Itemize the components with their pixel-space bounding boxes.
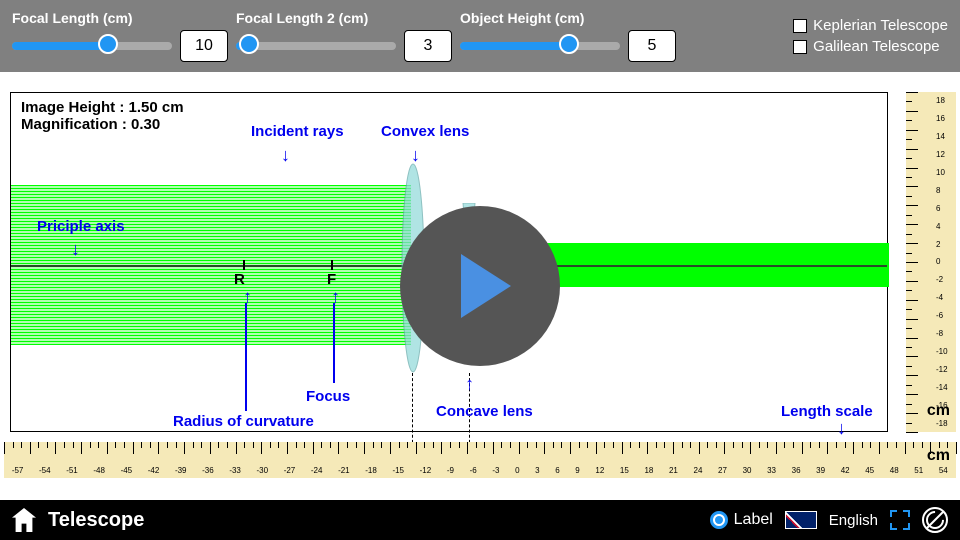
focal-length-2-value[interactable]: 3 bbox=[404, 30, 452, 62]
focal-length-label: Focal Length (cm) bbox=[12, 10, 228, 26]
image-height-text: Image Height : 1.50 cm bbox=[21, 99, 184, 116]
galilean-row[interactable]: ✔ Galilean Telescope bbox=[793, 38, 948, 55]
label-radio-icon bbox=[710, 511, 728, 529]
convex-lens-label: Convex lens bbox=[381, 123, 469, 140]
focal-length-2-label: Focal Length 2 (cm) bbox=[236, 10, 452, 26]
home-icon[interactable] bbox=[12, 508, 36, 532]
reset-icon[interactable] bbox=[922, 507, 948, 533]
arrow-down-icon: ↓ bbox=[837, 418, 846, 439]
arrow-up-icon: ↓ bbox=[465, 375, 474, 396]
image-info: Image Height : 1.50 cm Magnification : 0… bbox=[21, 99, 184, 133]
arrow-down-icon: ↓ bbox=[281, 145, 290, 166]
magnification-text: Magnification : 0.30 bbox=[21, 116, 184, 133]
principle-axis-label: Priciple axis bbox=[37, 218, 125, 235]
label-toggle-text: Label bbox=[734, 511, 773, 529]
keplerian-row[interactable]: Keplerian Telescope bbox=[793, 17, 948, 34]
telescope-type-checkboxes: Keplerian Telescope ✔ Galilean Telescope bbox=[793, 17, 948, 55]
page-title: Telescope bbox=[48, 509, 144, 532]
controls-bar: Focal Length (cm) 10 Focal Length 2 (cm)… bbox=[0, 0, 960, 72]
concave-lens-label: Concave lens bbox=[436, 403, 533, 420]
focal-length-slider[interactable] bbox=[12, 42, 172, 50]
language-label[interactable]: English bbox=[829, 512, 878, 529]
horizontal-ruler-unit: cm bbox=[927, 447, 950, 465]
convex-dashed-line bbox=[412, 373, 413, 448]
focus-mark bbox=[331, 260, 333, 270]
play-icon bbox=[461, 254, 511, 318]
galilean-label: Galilean Telescope bbox=[813, 38, 939, 55]
galilean-checkbox[interactable]: ✔ bbox=[793, 40, 807, 54]
vertical-ruler-unit: cm bbox=[927, 402, 950, 420]
length-scale-label: Length scale bbox=[781, 403, 873, 420]
object-height-slider[interactable] bbox=[460, 42, 620, 50]
play-button[interactable] bbox=[400, 206, 560, 366]
arrow-down-icon: ↓ bbox=[71, 239, 80, 260]
radius-label: Radius of curvature bbox=[173, 413, 314, 430]
label-toggle[interactable]: Label bbox=[710, 511, 773, 529]
horizontal-ruler: -57-54-51-48-45-42-39-36-33-30-27-24-21-… bbox=[4, 442, 956, 478]
object-height-group: Object Height (cm) 5 bbox=[460, 10, 676, 62]
focal-length-2-group: Focal Length 2 (cm) 3 bbox=[236, 10, 452, 62]
focal-length-group: Focal Length (cm) 10 bbox=[12, 10, 228, 62]
radius-mark bbox=[243, 260, 245, 270]
f-mark-label: F bbox=[327, 271, 336, 288]
radius-leader-line bbox=[245, 303, 247, 411]
simulation-area: Image Height : 1.50 cm Magnification : 0… bbox=[0, 72, 960, 500]
focal-length-value[interactable]: 10 bbox=[180, 30, 228, 62]
vertical-ruler: 181614121086420-2-4-6-8-10-12-14-16-18 bbox=[906, 92, 956, 432]
focus-leader-line bbox=[333, 303, 335, 383]
object-height-value[interactable]: 5 bbox=[628, 30, 676, 62]
keplerian-checkbox[interactable] bbox=[793, 19, 807, 33]
keplerian-label: Keplerian Telescope bbox=[813, 17, 948, 34]
flag-uk-icon[interactable] bbox=[785, 511, 817, 529]
arrow-down-icon: ↓ bbox=[411, 145, 420, 166]
fullscreen-icon[interactable] bbox=[890, 510, 910, 530]
object-height-label: Object Height (cm) bbox=[460, 10, 676, 26]
r-mark-label: R bbox=[234, 271, 245, 288]
focal-length-2-slider[interactable] bbox=[236, 42, 396, 50]
incident-rays-label: Incident rays bbox=[251, 123, 344, 140]
focus-label: Focus bbox=[306, 388, 350, 405]
footer-bar: Telescope Label English bbox=[0, 500, 960, 540]
